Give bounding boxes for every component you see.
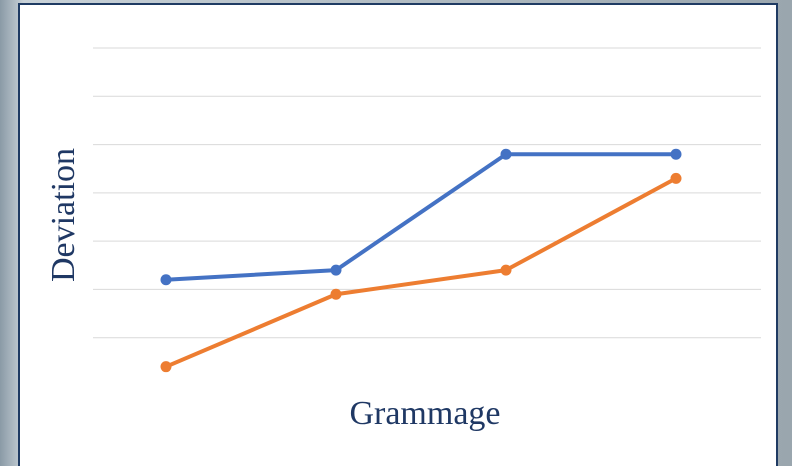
data-point	[501, 265, 512, 276]
data-point	[161, 361, 172, 372]
page: Grammage Deviation (() => { const data =…	[0, 0, 792, 466]
data-point	[331, 289, 342, 300]
data-point	[331, 265, 342, 276]
data-point	[161, 274, 172, 285]
x-axis-label: Grammage	[349, 395, 500, 432]
y-axis-label: Deviation	[45, 148, 82, 282]
data-point	[671, 149, 682, 160]
data-point	[501, 149, 512, 160]
data-point	[671, 173, 682, 184]
chart: Grammage Deviation	[0, 0, 792, 466]
